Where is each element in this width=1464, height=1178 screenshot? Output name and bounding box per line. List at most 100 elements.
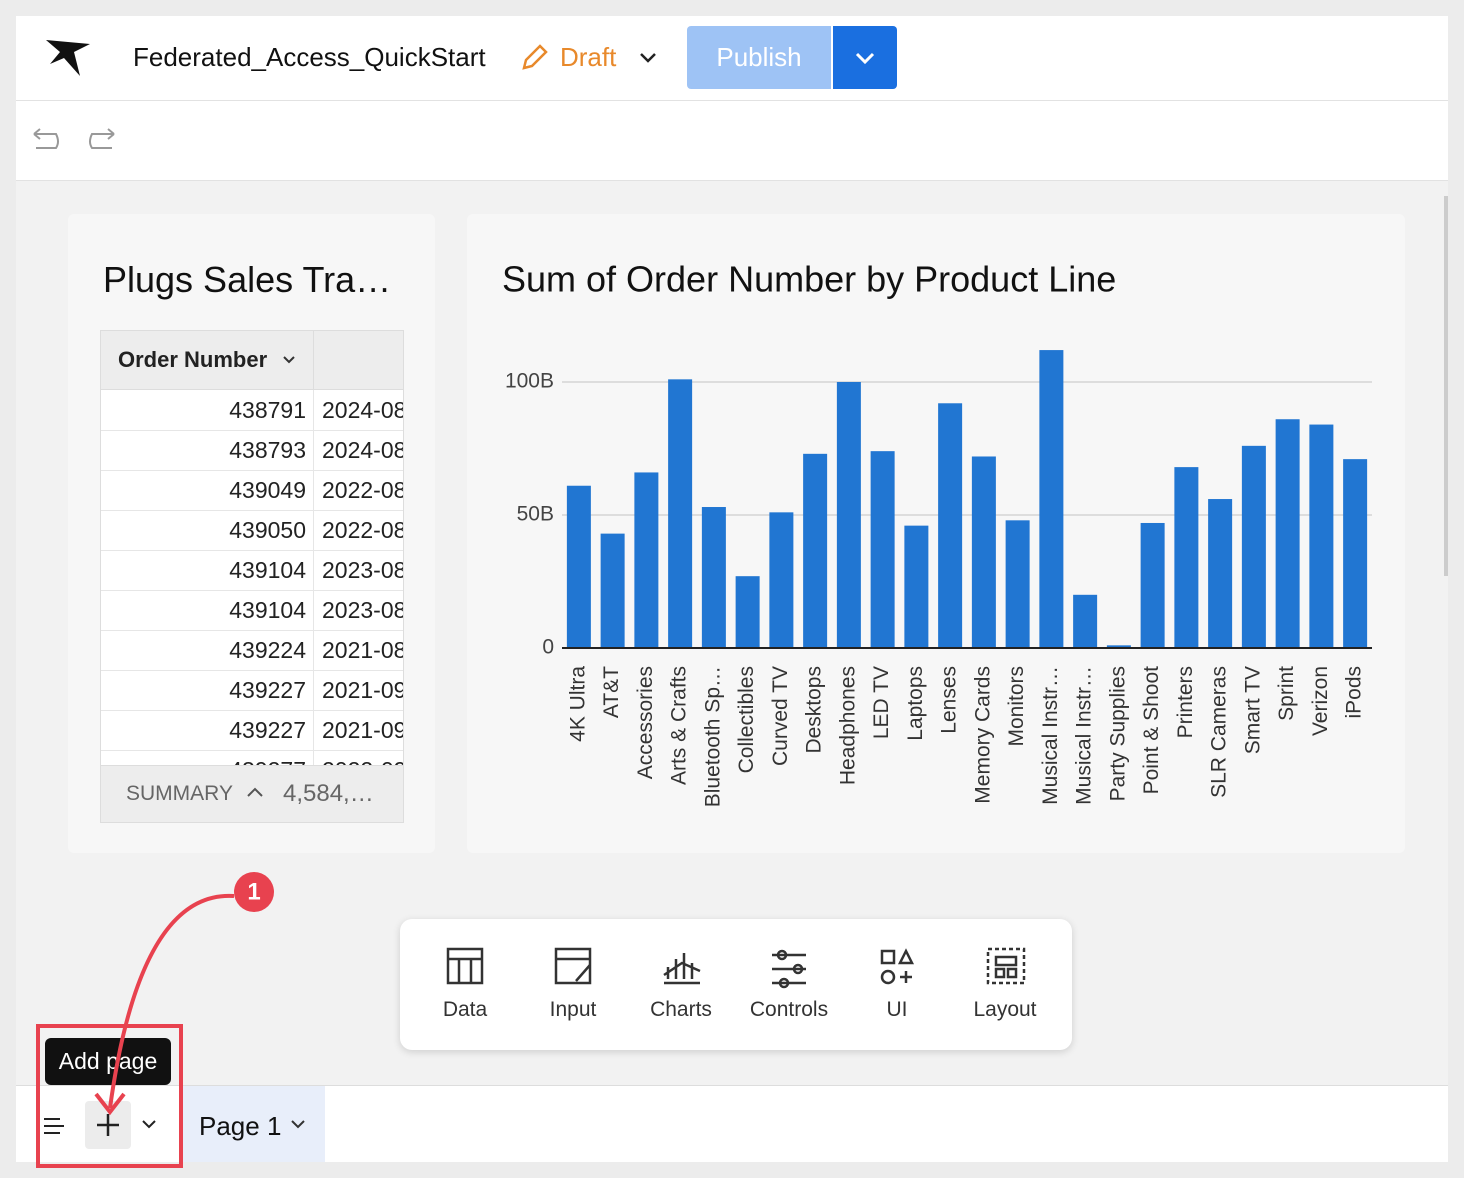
x-tick-label: Musical Instr… xyxy=(1039,666,1062,805)
table-row: 439227 2021-09 xyxy=(101,670,403,711)
col-divider xyxy=(313,670,314,710)
order-date: 2023-08 xyxy=(322,557,404,583)
bar xyxy=(668,379,693,648)
table-row: 439227 2021-09 xyxy=(101,710,403,751)
x-tick-label: Accessories xyxy=(634,666,657,779)
table: Order Number 438791 2024-08 438793 2024-08 4… xyxy=(100,330,404,823)
col-divider xyxy=(313,430,314,470)
header: Federated_Access_QuickStart Draft Publis… xyxy=(16,16,1448,101)
publish-menu[interactable] xyxy=(833,26,897,89)
bar xyxy=(1241,445,1266,648)
bar xyxy=(634,472,659,648)
col-divider xyxy=(313,510,314,550)
summary: SUMMARY 4,584,… xyxy=(101,765,403,822)
order-date: 2021-09 xyxy=(322,717,404,743)
bar xyxy=(836,382,861,648)
page-tab[interactable]: Page 1 xyxy=(183,1086,325,1162)
bar xyxy=(1275,419,1300,648)
col-divider xyxy=(313,710,314,750)
x-tick-label: Collectibles xyxy=(735,666,758,773)
x-tick-label: Memory Cards xyxy=(971,666,994,804)
order-date: 2021-08 xyxy=(322,637,404,663)
x-tick-label: Laptops xyxy=(904,666,927,741)
bar xyxy=(600,533,625,648)
table-row: 439049 2022-08 xyxy=(101,470,403,511)
toolbar-label[interactable]: Input xyxy=(549,998,597,1021)
table-row: 439050 2022-08 xyxy=(101,510,403,551)
x-tick-label: 4K Ultra xyxy=(566,666,589,742)
publish-button[interactable]: Publish xyxy=(687,26,831,89)
order-number: 439224 xyxy=(229,637,306,663)
chevron[interactable] xyxy=(140,1118,158,1132)
bar xyxy=(938,403,963,648)
bar xyxy=(1309,424,1334,648)
element-icons xyxy=(446,947,1026,989)
x-tick-label: Musical Instr… xyxy=(1073,666,1096,805)
table-row: 439224 2021-08 xyxy=(101,630,403,671)
col-divider xyxy=(313,470,314,510)
draft-status[interactable]: Draft xyxy=(560,42,617,72)
doc-title: Federated_Access_QuickStart xyxy=(133,42,486,72)
x-tick-label: AT&T xyxy=(600,666,623,718)
x-tick-label: Curved TV xyxy=(769,666,792,766)
x-tick-label: Point & Shoot xyxy=(1140,666,1163,795)
x-tick-label: Desktops xyxy=(803,666,826,754)
bar xyxy=(803,453,828,648)
column-header[interactable]: Order Number xyxy=(118,347,268,372)
col-divider xyxy=(313,630,314,670)
app: Federated_Access_QuickStart Draft Publis… xyxy=(16,16,1448,1162)
order-number: 439050 xyxy=(229,517,306,543)
undo-redo[interactable] xyxy=(30,126,120,156)
toolbar xyxy=(16,101,1448,181)
bar xyxy=(1140,522,1165,648)
x-tick-label: Monitors xyxy=(1005,666,1028,747)
x-tick-label: Lenses xyxy=(938,666,961,734)
toolbar-label[interactable]: Charts xyxy=(650,998,712,1021)
table-card: Plugs Sales Tra… Order Number 438791 2024… xyxy=(68,214,435,853)
order-date: 2021-09 xyxy=(322,677,404,703)
x-tick-label: Verizon xyxy=(1309,666,1332,736)
x-tick-label: Sprint xyxy=(1275,666,1298,721)
bar xyxy=(1208,499,1233,648)
toolbar-label[interactable]: Controls xyxy=(749,998,829,1021)
toolbar-label[interactable]: Layout xyxy=(973,998,1037,1021)
logo xyxy=(46,40,90,76)
order-number: 439227 xyxy=(229,677,306,703)
table-header: Order Number xyxy=(101,331,403,390)
page-menu[interactable] xyxy=(42,1116,66,1136)
toolbar-label[interactable]: Data xyxy=(442,998,488,1021)
chevron[interactable] xyxy=(638,50,658,66)
table-row: 439104 2023-08 xyxy=(101,550,403,591)
x-tick-label: SLR Cameras xyxy=(1208,666,1231,798)
order-number: 438793 xyxy=(229,437,306,463)
order-date: 2022-08 xyxy=(322,477,404,503)
x-tick-label: Smart TV xyxy=(1241,666,1264,754)
page-tab-label: Page 1 xyxy=(199,1111,282,1141)
chart-card: Sum of Order Number by Product Line 0 50B… xyxy=(467,214,1405,853)
bar xyxy=(1039,350,1064,648)
bar xyxy=(566,485,591,648)
order-number: 439104 xyxy=(229,557,306,583)
element-bar: Data Input Charts Controls UI Layout xyxy=(400,919,1072,1050)
bar xyxy=(1174,467,1199,648)
add-page-button[interactable] xyxy=(85,1101,131,1149)
bar xyxy=(1343,459,1368,648)
chart: Sum of Order Number by Product Line 0 50B… xyxy=(502,259,1372,807)
order-number: 439104 xyxy=(229,597,306,623)
order-date: 2023-08 xyxy=(322,597,404,623)
tooltip: Add page xyxy=(45,1038,171,1085)
bar xyxy=(1005,520,1030,648)
x-tick-label: Headphones xyxy=(836,666,859,785)
edit-icon xyxy=(522,44,548,70)
order-date: 2022-08 xyxy=(322,517,404,543)
toolbar-label[interactable]: UI xyxy=(886,998,908,1021)
col-divider xyxy=(313,390,314,430)
chart-title: Sum of Order Number by Product Line xyxy=(502,259,1116,300)
bar xyxy=(735,576,760,648)
x-tick-label: LED TV xyxy=(870,666,893,739)
bar xyxy=(1106,645,1131,648)
order-date: 2024-08 xyxy=(322,437,404,463)
col-divider xyxy=(313,550,314,590)
order-number: 439049 xyxy=(229,477,306,503)
